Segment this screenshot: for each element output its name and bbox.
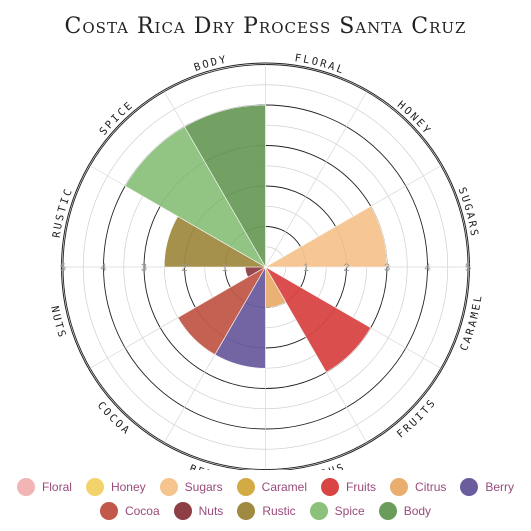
legend-label: Nuts <box>198 504 224 518</box>
legend-item-floral[interactable]: Floral <box>16 478 72 496</box>
axis-label-sugars: SUGARS <box>456 186 481 239</box>
radial-tick-label: 3 <box>141 262 147 274</box>
legend-item-honey[interactable]: Honey <box>85 478 146 496</box>
legend-item-cocoa[interactable]: Cocoa <box>99 502 160 520</box>
legend-label: Spice <box>334 504 365 518</box>
legend-swatch <box>159 478 178 496</box>
legend-label: Rustic <box>262 504 296 518</box>
radial-tick-label: 2 <box>344 262 350 274</box>
legend-item-rustic[interactable]: Rustic <box>237 502 296 520</box>
legend-swatch <box>99 502 118 520</box>
legend-swatch <box>321 478 340 496</box>
legend-swatch <box>309 502 328 520</box>
legend-swatch <box>16 478 35 496</box>
bar-sugars <box>264 205 388 268</box>
outer-ring <box>61 62 470 470</box>
legend-swatch <box>237 502 256 520</box>
radial-tick-label: 4 <box>100 262 106 274</box>
legend-label: Sugars <box>184 480 223 494</box>
chart-title: Costa Rica Dry Process Santa Cruz <box>64 14 467 39</box>
axis-label-honey: HONEY <box>395 99 434 138</box>
legend-swatch <box>378 502 397 520</box>
radial-tick-label: 3 <box>384 262 390 274</box>
legend-item-nuts[interactable]: Nuts <box>173 502 224 520</box>
bar-cocoa <box>177 266 267 356</box>
legend-swatch <box>390 478 409 496</box>
legend-label: Citrus <box>415 480 447 494</box>
legend-swatch <box>236 478 255 496</box>
grid-spoke <box>265 91 368 268</box>
axis-label-floral: FLORAL <box>294 52 347 77</box>
axis-label-layer: FLORALHONEYSUGARSCARAMELFRUITSCITRUSBERR… <box>48 52 482 470</box>
legend-item-citrus[interactable]: Citrus <box>390 478 446 496</box>
legend-label: Body <box>403 504 432 518</box>
legend-label: Caramel <box>261 480 308 494</box>
legend-swatch <box>460 478 479 496</box>
tick-layer: 1 1 2 2 3 3 4 4 5 5 <box>60 262 471 274</box>
legend-label: Berry <box>485 480 515 494</box>
axis-label-rustic: RUSTIC <box>51 186 76 239</box>
axis-label-spice: SPICE <box>97 99 136 138</box>
radial-chart: 1 12 23 34 45 5 FLORALHONEYSUGARSCARAMELFRUIT… <box>48 52 483 470</box>
legend-label: Floral <box>41 480 72 494</box>
axis-label-cocoa: COCOA <box>95 400 133 438</box>
radial-tick-label: 2 <box>181 262 187 274</box>
legend-label: Honey <box>110 480 146 494</box>
radial-tick-label: 4 <box>425 262 431 274</box>
bar-fruits <box>264 266 372 373</box>
bar-body <box>184 104 266 269</box>
legend-item-sugars[interactable]: Sugars <box>159 478 223 496</box>
radial-tick-label: 1 <box>303 262 309 274</box>
radial-tick-label: 5 <box>465 262 471 274</box>
legend-item-caramel[interactable]: Caramel <box>236 478 308 496</box>
legend-swatch <box>173 502 192 520</box>
legend-label: Cocoa <box>124 504 160 518</box>
legend-label: Fruits <box>346 480 377 494</box>
legend-item-berry[interactable]: Berry <box>460 478 514 496</box>
legend-item-body[interactable]: Body <box>378 502 432 520</box>
radial-tick-label: 1 <box>222 262 228 274</box>
legend-swatch <box>85 478 104 496</box>
legend-item-fruits[interactable]: Fruits <box>321 478 376 496</box>
legend-item-spice[interactable]: Spice <box>309 502 365 520</box>
axis-label-nuts: NUTS <box>48 305 68 341</box>
radial-tick-label: 5 <box>60 262 66 274</box>
axis-label-fruits: FRUITS <box>395 396 439 440</box>
legend: Floral Honey Sugars Caramel Fruits Citrus Berr… <box>0 478 531 520</box>
bars-layer <box>124 104 388 373</box>
